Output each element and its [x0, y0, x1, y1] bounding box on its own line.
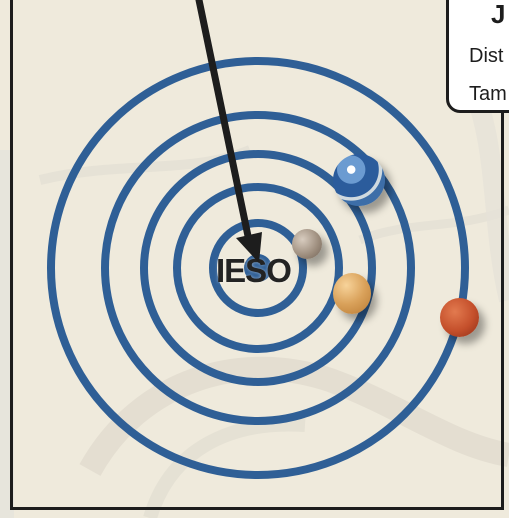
moon-icon [292, 229, 322, 259]
venus-icon [333, 273, 371, 314]
callout-size: Tam [469, 83, 507, 105]
earth-icon [333, 154, 385, 206]
mars-icon [440, 298, 479, 337]
ieso-label: IESO [216, 252, 292, 289]
callout-distance: Dist [469, 45, 504, 67]
callout-title: J [491, 0, 506, 29]
info-callout: J Dist Tam [446, 0, 509, 113]
